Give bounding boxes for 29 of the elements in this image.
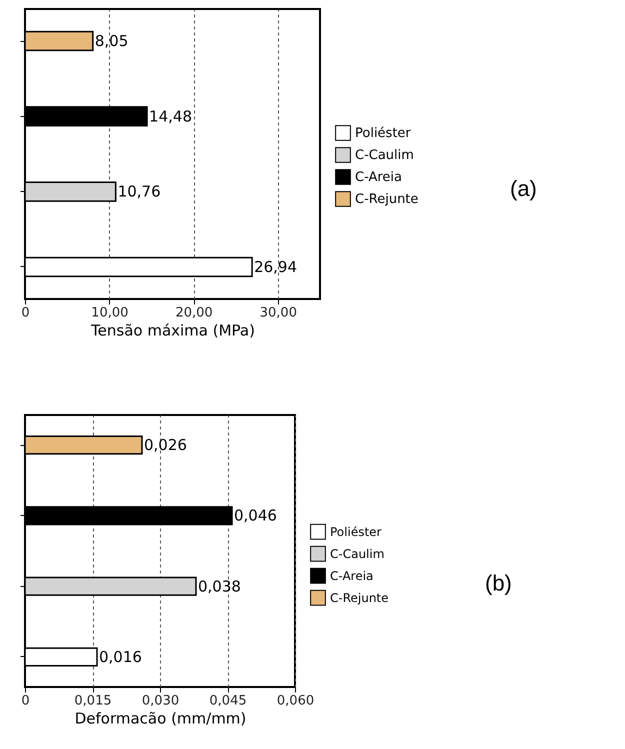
data-label: 0,046	[234, 506, 277, 525]
x-tick-label: 0,030	[142, 694, 180, 708]
legend-label: C-Rejunte	[330, 590, 389, 605]
data-label: 14,48	[149, 107, 192, 126]
x-tick-label: 0	[21, 694, 30, 708]
legend-label: C-Caulim	[330, 546, 384, 561]
legend-label: Poliéster	[330, 524, 382, 539]
x-axis-title: Tensão máxima (MPa)	[90, 322, 255, 340]
x-tick-label: 20,00	[175, 306, 213, 320]
x-tick-label: 10,00	[91, 306, 128, 320]
x-tick-label: 0,060	[276, 694, 314, 708]
legend-label: C-Caulim	[355, 148, 414, 163]
data-label: 10,76	[118, 182, 161, 201]
data-label: 8,05	[94, 32, 128, 50]
data-label: 0,038	[198, 577, 241, 596]
legend-label: C-Rejunte	[355, 192, 418, 207]
x-tick-label: 0,015	[74, 694, 112, 708]
text: (b)	[485, 570, 512, 596]
x-tick-label: 0	[21, 306, 30, 320]
data-label: 26,94	[254, 258, 298, 276]
x-tick-label: 30,00	[260, 306, 297, 320]
legend-label: C-Areia	[355, 170, 402, 185]
legend-label: C-Areia	[330, 568, 374, 583]
x-tick-label: 0,045	[209, 694, 247, 708]
text: (a)	[510, 176, 537, 201]
legend-label: Poliéster	[355, 126, 412, 141]
data-label: 0,016	[99, 648, 142, 666]
x-axis-title: Deformacão (mm/mm)	[74, 710, 246, 728]
data-label: 0,026	[144, 436, 187, 454]
